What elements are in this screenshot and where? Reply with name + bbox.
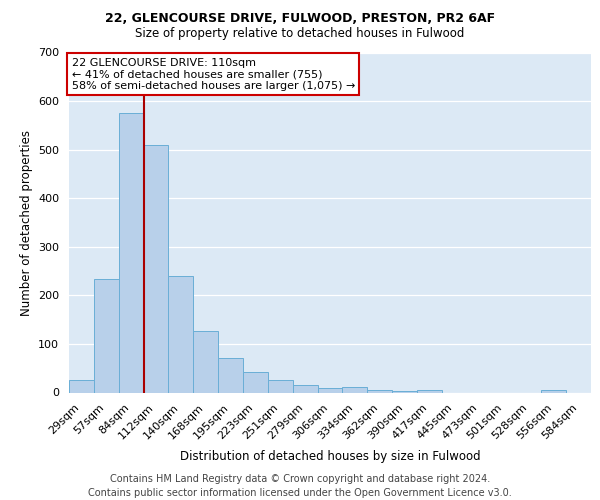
Bar: [193, 331, 218, 392]
Bar: [143, 145, 169, 392]
Bar: [69, 380, 94, 392]
Text: 22, GLENCOURSE DRIVE, FULWOOD, PRESTON, PR2 6AF: 22, GLENCOURSE DRIVE, FULWOOD, PRESTON, …: [105, 12, 495, 26]
Bar: [541, 390, 566, 392]
Text: Size of property relative to detached houses in Fulwood: Size of property relative to detached ho…: [136, 28, 464, 40]
Bar: [317, 388, 343, 392]
Bar: [243, 372, 268, 392]
Bar: [367, 390, 392, 392]
Bar: [293, 384, 317, 392]
Bar: [218, 358, 243, 392]
Y-axis label: Number of detached properties: Number of detached properties: [20, 130, 32, 316]
X-axis label: Distribution of detached houses by size in Fulwood: Distribution of detached houses by size …: [179, 450, 481, 462]
Text: Contains HM Land Registry data © Crown copyright and database right 2024.
Contai: Contains HM Land Registry data © Crown c…: [88, 474, 512, 498]
Bar: [119, 113, 143, 392]
Bar: [94, 280, 119, 392]
Text: 22 GLENCOURSE DRIVE: 110sqm
← 41% of detached houses are smaller (755)
58% of se: 22 GLENCOURSE DRIVE: 110sqm ← 41% of det…: [71, 58, 355, 91]
Bar: [268, 380, 293, 392]
Bar: [169, 276, 193, 392]
Bar: [417, 390, 442, 392]
Bar: [343, 387, 367, 392]
Bar: [392, 390, 417, 392]
